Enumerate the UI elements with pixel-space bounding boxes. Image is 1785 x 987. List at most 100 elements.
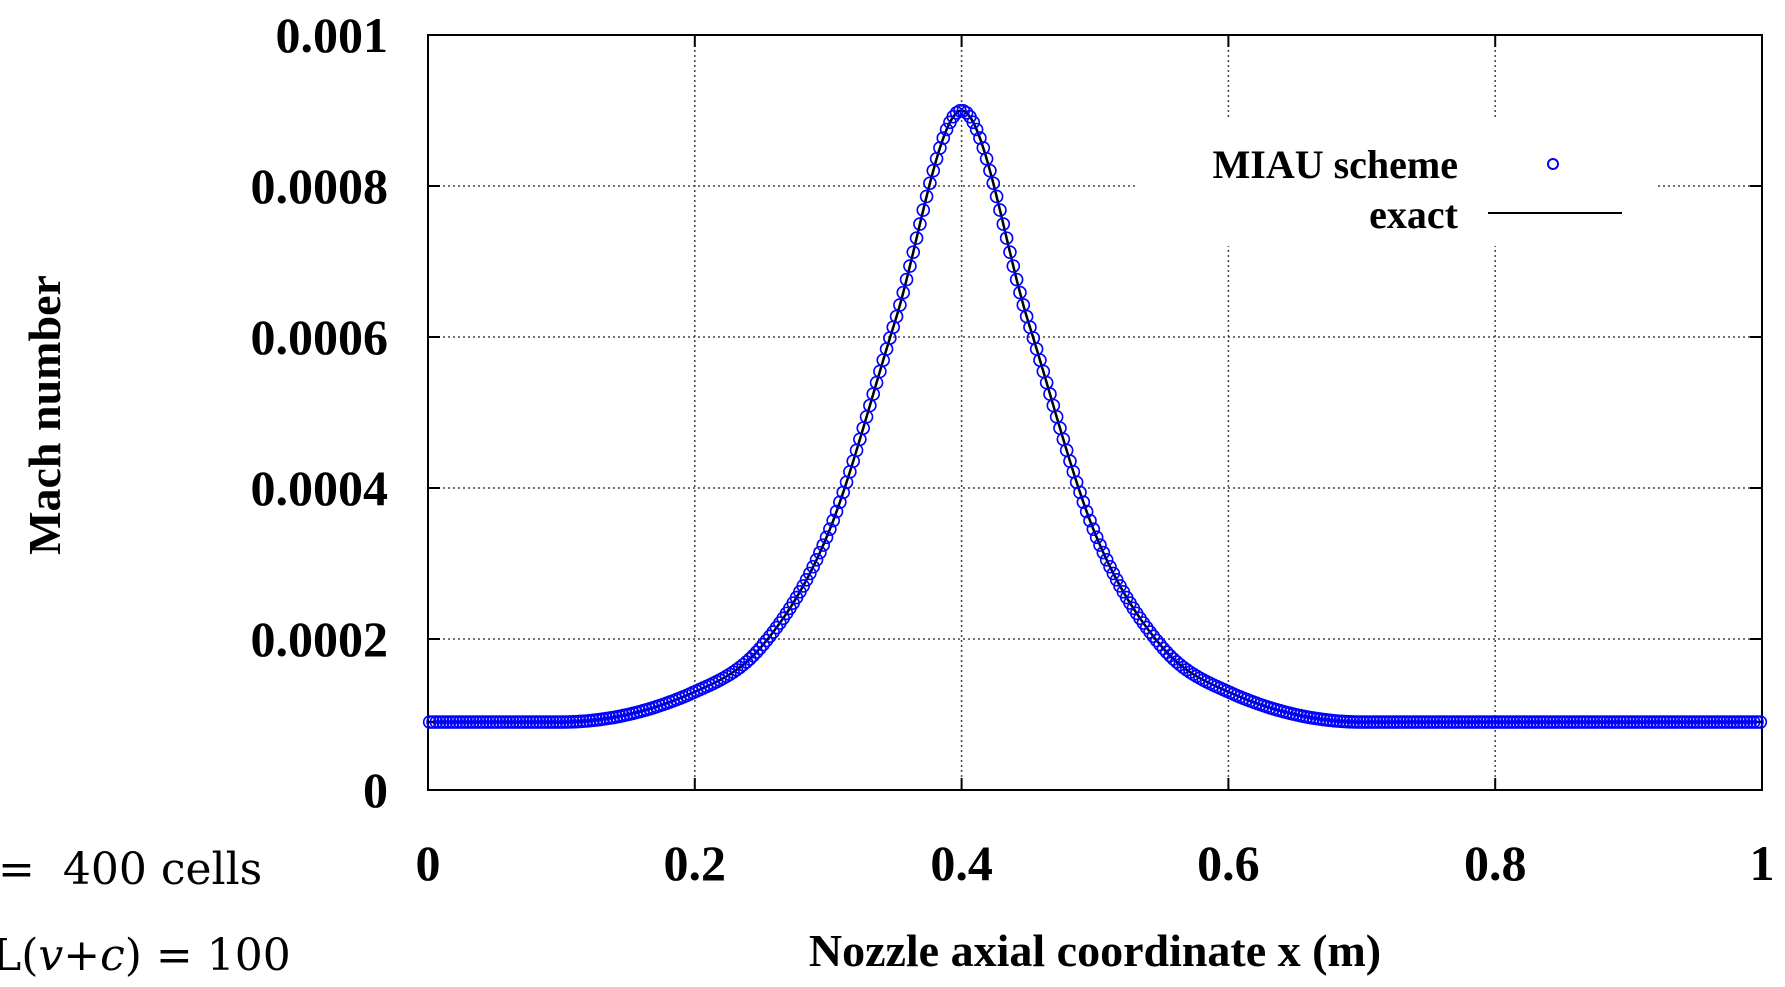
data-point <box>1420 715 1434 729</box>
data-point <box>1396 715 1411 729</box>
y-tick-label: 0.0008 <box>251 158 389 214</box>
data-point <box>1006 259 1021 273</box>
data-point <box>1493 715 1507 729</box>
data-point <box>1630 715 1644 729</box>
data-point <box>489 715 504 729</box>
data-point <box>1350 715 1364 729</box>
data-point <box>1613 715 1628 729</box>
data-point <box>1736 715 1751 729</box>
data-point <box>919 189 934 204</box>
data-point <box>1546 715 1561 729</box>
data-point <box>1496 715 1511 729</box>
data-point <box>993 203 1007 217</box>
data-point <box>1353 715 1367 729</box>
data-point <box>549 715 564 729</box>
x-tick-label: 1 <box>1750 835 1775 891</box>
data-point <box>1620 715 1634 729</box>
data-point <box>1179 663 1194 677</box>
cfl-plus: + <box>63 930 100 981</box>
data-point <box>1433 715 1447 729</box>
data-point <box>1713 715 1728 729</box>
y-axis-label: Mach number <box>19 275 70 555</box>
data-point <box>1393 715 1407 729</box>
data-point <box>1506 715 1521 729</box>
data-point <box>1139 620 1154 635</box>
legend: MIAU scheme exact <box>1138 120 1658 246</box>
cfl-c: c <box>100 930 125 981</box>
data-point <box>552 715 567 729</box>
data-point <box>719 669 734 684</box>
data-point <box>1536 715 1551 729</box>
data-point <box>1746 715 1761 729</box>
data-point <box>1550 715 1564 729</box>
data-point <box>1503 715 1518 729</box>
data-point <box>1013 285 1027 300</box>
data-point <box>833 495 847 509</box>
data-point <box>1633 715 1648 729</box>
data-point <box>1076 495 1091 509</box>
data-point <box>1009 272 1024 287</box>
data-point <box>1376 715 1391 729</box>
data-point <box>1390 715 1404 729</box>
data-point <box>1570 715 1584 729</box>
data-point <box>766 625 780 639</box>
data-point <box>1373 715 1387 729</box>
data-point <box>1593 715 1608 729</box>
data-point <box>1380 715 1394 729</box>
data-point <box>472 715 487 729</box>
data-point <box>1400 715 1414 729</box>
data-point <box>1720 715 1734 729</box>
data-point <box>1003 245 1017 259</box>
data-point <box>1726 715 1741 729</box>
data-point <box>1406 715 1421 729</box>
data-point <box>1363 715 1377 729</box>
data-point <box>749 645 764 660</box>
data-point <box>1510 715 1524 729</box>
annotation-cfl: L(v+c) = 100 <box>0 930 291 981</box>
data-point <box>816 538 831 552</box>
data-point <box>1540 715 1554 729</box>
data-point <box>916 203 931 217</box>
data-point <box>1573 715 1588 729</box>
data-point <box>1500 715 1514 729</box>
data-point <box>1683 715 1698 729</box>
data-point <box>1186 667 1201 682</box>
data-point <box>983 163 997 178</box>
data-point <box>532 715 547 729</box>
data-point <box>1750 715 1764 729</box>
x-tick-label: 0 <box>416 835 441 891</box>
data-point <box>452 715 467 729</box>
data-point <box>1440 715 1454 729</box>
data-point <box>1653 715 1668 729</box>
data-point <box>1700 715 1714 729</box>
data-point <box>1473 715 1487 729</box>
axis-ticks <box>427 34 1763 791</box>
y-tick-label: 0.001 <box>276 7 389 63</box>
data-point <box>1426 715 1441 729</box>
data-point <box>1576 715 1591 729</box>
data-point <box>1466 715 1481 729</box>
data-point <box>1153 637 1167 652</box>
data-point <box>529 715 544 729</box>
data-point <box>1656 715 1671 729</box>
data-point <box>1383 715 1397 729</box>
data-point <box>519 715 534 729</box>
data-point <box>462 715 477 729</box>
data-point <box>1666 715 1681 729</box>
data-point <box>999 231 1014 245</box>
data-point <box>1143 625 1157 639</box>
data-point <box>459 715 474 729</box>
data-point <box>1663 715 1678 729</box>
data-point <box>996 217 1011 231</box>
data-point <box>1083 513 1097 528</box>
data-point <box>1626 715 1641 729</box>
data-point <box>542 715 557 729</box>
data-point <box>1703 715 1718 729</box>
y-tick-label: 0.0004 <box>251 460 389 516</box>
data-point <box>1623 715 1638 729</box>
data-point <box>556 715 570 729</box>
data-point <box>1483 715 1497 729</box>
data-point <box>809 553 824 567</box>
data-point <box>799 572 814 587</box>
data-point <box>1366 715 1381 729</box>
